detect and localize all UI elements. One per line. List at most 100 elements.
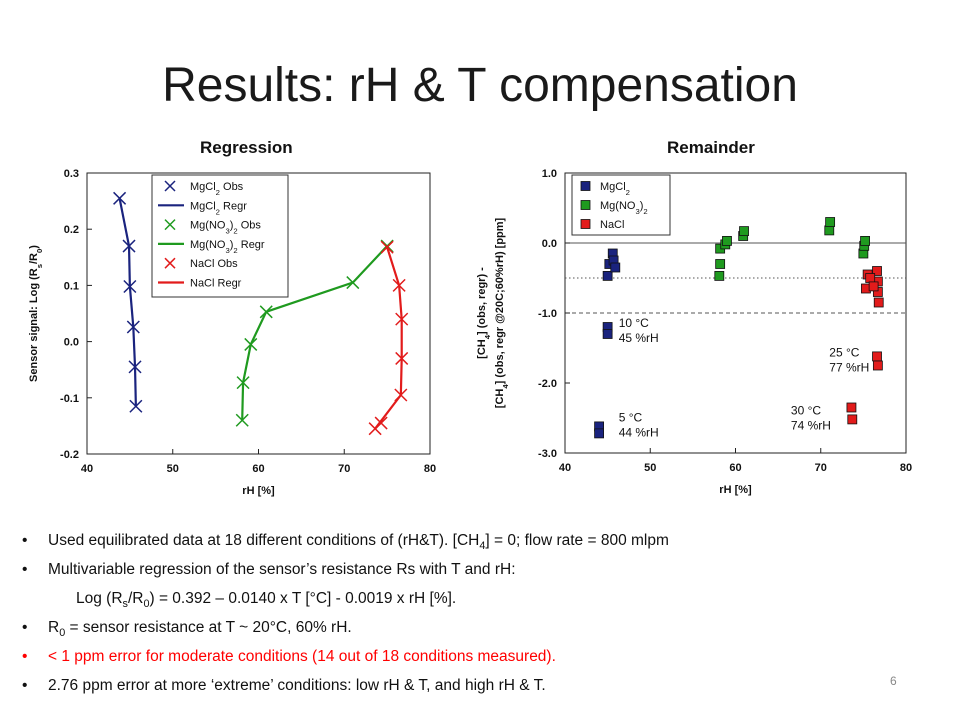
data-point: [715, 259, 726, 269]
observed-point: [374, 416, 388, 430]
bullet-item: • Multivariable regression of the sensor’…: [22, 555, 952, 584]
y-tick-label: 0.1: [64, 280, 79, 292]
observed-point: [113, 191, 127, 205]
bullet-list: • Used equilibrated data at 18 different …: [22, 526, 952, 700]
observed-point: [380, 240, 394, 254]
y-axis-label: [CH4] (obs, regr @20C;60%rH) [ppm]: [494, 217, 510, 408]
condition-annotation: 25 °C77 %rH: [829, 345, 869, 374]
legend-item: Mg(NO3)2 Obs: [164, 219, 261, 236]
observed-point: [395, 312, 409, 326]
y-tick-label: 0.0: [64, 337, 79, 349]
observed-point: [123, 279, 137, 294]
observed-point: [395, 351, 409, 365]
data-point: [739, 226, 749, 237]
bullet-text: R: [48, 619, 60, 636]
data-point: [846, 402, 857, 413]
y-tick-label: -0.1: [60, 393, 79, 405]
observed-point: [129, 399, 143, 413]
data-point: [594, 428, 604, 439]
condition-annotation: 30 °C74 %rH: [791, 404, 831, 433]
legend-box: [151, 174, 289, 298]
legend-label: NaCl Regr: [190, 278, 242, 290]
chart-title-remainder: Remainder: [667, 138, 755, 157]
legend-item: Mg(NO3)2 Regr: [158, 239, 265, 254]
bullet-dot: •: [22, 561, 28, 578]
x-axis-label: rH [%]: [242, 485, 275, 497]
x-tick-label: 50: [644, 462, 656, 474]
bullet-text: 0: [143, 598, 150, 611]
y-tick-label: -0.2: [60, 449, 79, 461]
observed-point: [346, 276, 360, 290]
legend-label: Mg(NO3)2 Obs: [190, 220, 261, 236]
annotation-text: 5 °C: [619, 411, 643, 425]
y-tick-label: -1.0: [538, 308, 557, 320]
legend-item: MgCl2: [580, 181, 630, 197]
bullet-text: /R: [127, 590, 144, 607]
y-tick-label: -3.0: [538, 448, 557, 460]
legend-item: MgCl2 Regr: [158, 200, 247, 216]
bullet-text: 4: [479, 540, 486, 553]
bullet-dot: •: [22, 532, 28, 549]
observed-point: [128, 360, 142, 374]
data-point: [872, 266, 882, 276]
bullet-item: • < 1 ppm error for moderate conditions (…: [22, 642, 952, 671]
bullet-text: < 1 ppm error for moderate conditions (1…: [48, 648, 556, 665]
observed-point: [236, 376, 250, 390]
bullet-dot: •: [22, 648, 28, 665]
legend-label: NaCl: [600, 219, 624, 231]
observed-point: [380, 239, 394, 253]
legend-item: NaCl Obs: [164, 257, 238, 270]
bullet-text: 0: [59, 627, 66, 640]
x-tick-label: 70: [338, 463, 350, 475]
observed-point: [126, 320, 140, 334]
data-point: [714, 270, 725, 281]
bullet-text: Used equilibrated data at 18 different c…: [48, 532, 480, 549]
regression-line: [374, 246, 403, 430]
legend-label: NaCl Obs: [190, 258, 238, 270]
x-tick-label: 60: [729, 462, 741, 474]
data-point: [824, 225, 835, 236]
data-point: [860, 235, 870, 246]
data-point: [847, 414, 858, 425]
x-tick-label: 40: [81, 463, 93, 475]
legend-item: Mg(NO3)2: [580, 200, 648, 216]
data-point: [602, 329, 613, 339]
bullet-dot: •: [22, 619, 28, 636]
annotation-text: 45 %rH: [619, 331, 659, 345]
y-tick-label: 0.3: [64, 168, 79, 180]
data-point: [602, 270, 613, 281]
y-tick-label: 0.0: [542, 238, 557, 250]
x-tick-label: 40: [559, 462, 571, 474]
observed-point: [244, 337, 258, 351]
legend-label: MgCl2: [600, 181, 630, 197]
y-axis-label: [CH4] (obs, regr) -: [476, 267, 492, 359]
annotation-text: 25 °C: [829, 345, 859, 359]
page-number: 6: [890, 674, 897, 688]
observed-point: [392, 278, 406, 292]
bullet-text: Log (R: [76, 590, 123, 607]
data-point: [865, 273, 876, 283]
annotation-text: 30 °C: [791, 404, 821, 418]
observed-point: [235, 413, 249, 427]
observed-point: [394, 388, 408, 402]
bullet-text: ) = 0.392 – 0.0140 x T [°C] - 0.0019 x r…: [149, 590, 457, 607]
y-tick-label: 0.2: [64, 224, 79, 236]
bullet-text: ] = 0; flow rate = 800 mlpm: [485, 532, 669, 549]
observed-point: [122, 239, 136, 253]
x-tick-label: 80: [900, 462, 912, 474]
data-point: [825, 217, 836, 227]
data-point: [868, 281, 879, 292]
y-tick-label: 1.0: [542, 168, 557, 180]
bullet-dot: •: [22, 677, 28, 694]
legend-label: Mg(NO3)2: [600, 200, 648, 216]
annotation-text: 44 %rH: [619, 426, 659, 440]
bullet-text: s: [122, 598, 128, 611]
bullet-item: • Used equilibrated data at 18 different …: [22, 526, 952, 555]
bullet-text: Multivariable regression of the sensor’s…: [48, 561, 516, 578]
legend-label: MgCl2 Regr: [190, 200, 247, 216]
bullet-item: Log (Rs/R0) = 0.392 – 0.0140 x T [°C] - …: [22, 584, 952, 613]
x-tick-label: 50: [167, 463, 179, 475]
